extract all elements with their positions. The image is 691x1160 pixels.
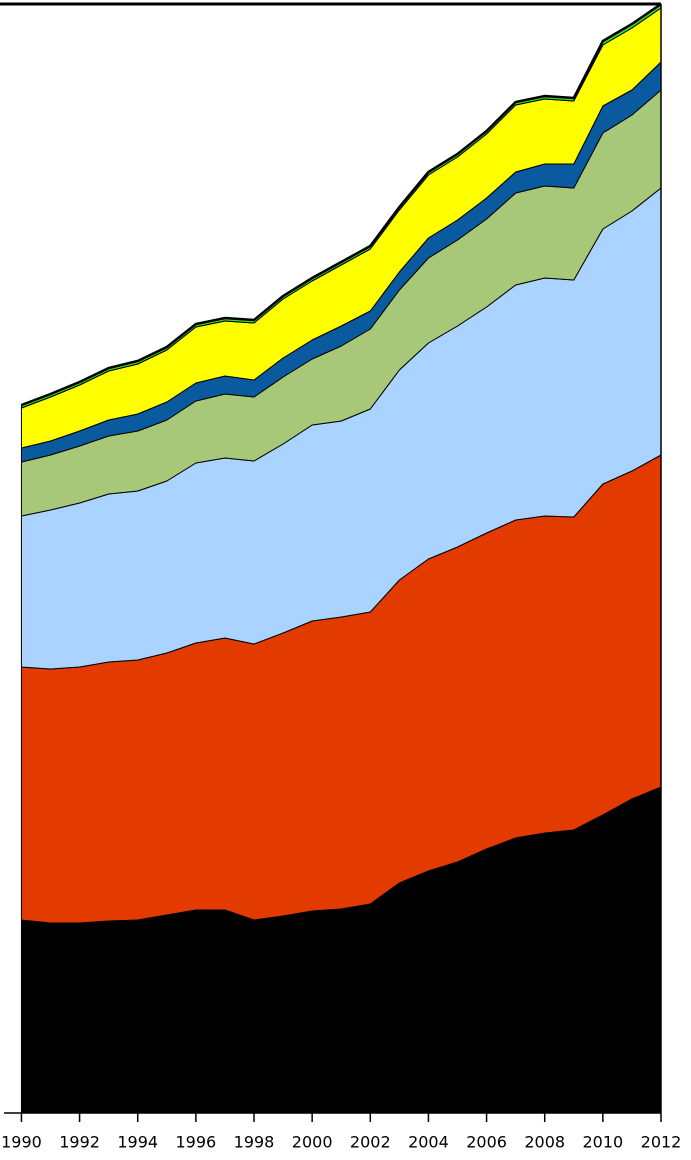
x-tick-label: 2000: [292, 1133, 333, 1152]
x-tick-label: 2008: [524, 1133, 565, 1152]
x-tick-label: 1998: [234, 1133, 275, 1152]
x-tick-label: 2006: [466, 1133, 507, 1152]
x-tick-label: 2002: [350, 1133, 391, 1152]
x-tick-label: 2010: [582, 1133, 623, 1152]
x-tick-label: 1990: [1, 1133, 42, 1152]
x-tick-label: 1994: [117, 1133, 158, 1152]
x-tick-label: 2012: [641, 1133, 682, 1152]
x-tick-label: 1996: [176, 1133, 217, 1152]
x-tick-label: 1992: [59, 1133, 100, 1152]
plot-area: [20, 2, 662, 1114]
top-outline: [20, 2, 662, 407]
x-tick-label: 2004: [408, 1133, 449, 1152]
